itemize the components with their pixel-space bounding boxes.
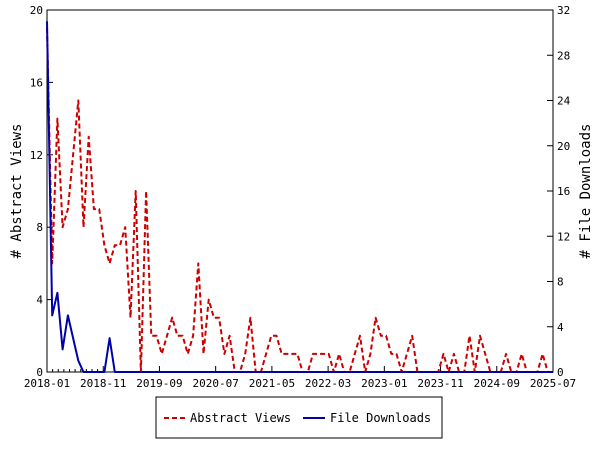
x-tick-label: 2024-09 [474,377,520,390]
x-axis: 2018-01 2018-11 2019-09 2020-07 2021-05 2022-… [24,366,576,390]
right-y-tick-label: 28 [557,49,570,62]
plot-area [46,9,554,373]
x-tick-label: 2018-01 [24,377,70,390]
x-tick-label: 2021-05 [249,377,295,390]
legend-box [155,396,443,439]
right-y-tick-label: 20 [557,140,570,153]
right-y-tick-label: 8 [557,276,564,289]
left-y-tick-label: 8 [36,221,43,234]
x-tick-label: 2018-11 [80,377,126,390]
series-layer [46,21,553,373]
right-y-tick-label: 16 [557,185,570,198]
left-y-tick-label: 16 [30,76,43,89]
right-y-tick-label: 32 [557,4,570,17]
legend: Abstract Views File Downloads [155,396,443,439]
right-y-axis: 0 4 8 12 16 20 24 28 32 [547,4,571,379]
left-axis-label: # Abstract Views [9,124,25,259]
left-y-tick-label: 20 [30,4,43,17]
left-y-tick-label: 0 [36,366,43,379]
right-y-tick-label: 12 [557,230,570,243]
x-tick-label: 2023-01 [361,377,407,390]
series-line-file-downloads [46,21,553,373]
x-tick-label: 2023-11 [417,377,463,390]
legend-label-abstract-views: Abstract Views [190,411,291,425]
left-y-tick-label: 4 [36,294,43,307]
x-tick-label: 2020-07 [192,377,238,390]
x-tick-label: 2025-07 [530,377,576,390]
x-tick-label: 2019-09 [136,377,182,390]
x-tick-label: 2022-03 [305,377,351,390]
right-y-tick-label: 0 [557,366,564,379]
legend-label-file-downloads: File Downloads [330,411,431,425]
left-y-tick-label: 12 [30,149,43,162]
right-y-tick-label: 4 [557,321,564,334]
right-y-tick-label: 24 [557,95,571,108]
series-line-abstract-views [46,28,553,373]
right-axis-label: # File Downloads [578,124,594,259]
